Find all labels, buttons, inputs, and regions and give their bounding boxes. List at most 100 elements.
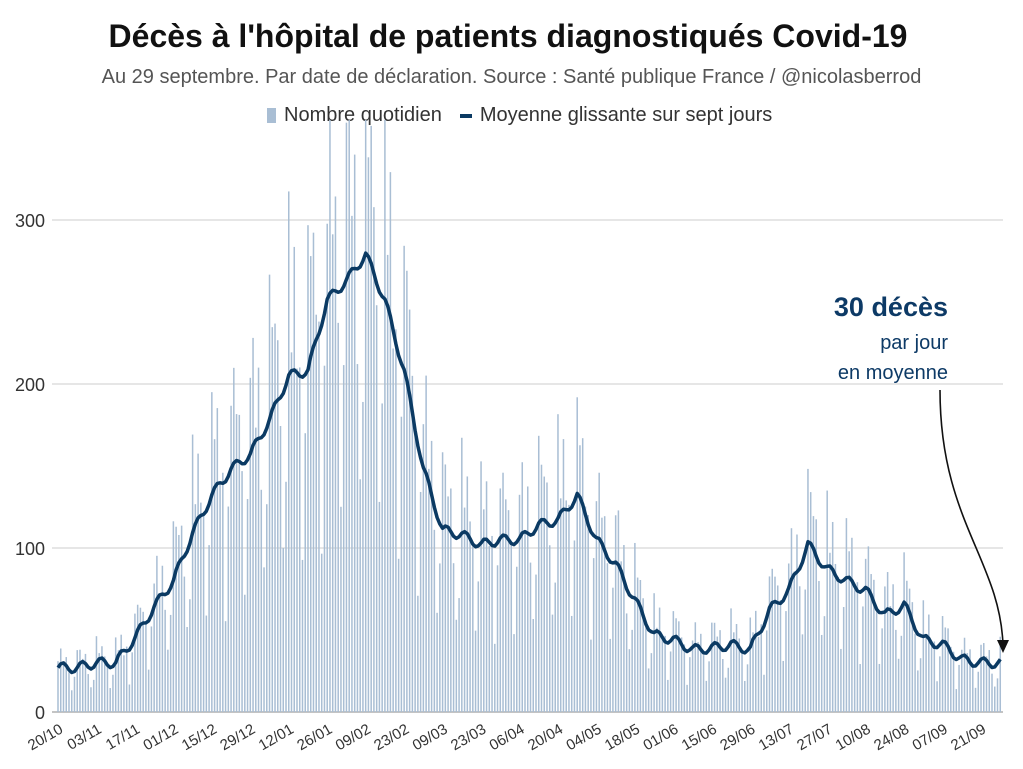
x-tick-label: 20/10 <box>25 721 66 754</box>
daily-bar <box>414 425 416 712</box>
daily-bar <box>516 566 518 712</box>
daily-bar <box>252 337 254 712</box>
daily-bar <box>494 643 496 712</box>
daily-bar <box>370 125 372 712</box>
daily-bar <box>804 589 806 712</box>
daily-bar <box>818 581 820 712</box>
daily-bar <box>513 634 515 712</box>
daily-bar <box>403 245 405 712</box>
daily-bar <box>606 563 609 712</box>
daily-bar <box>389 172 392 712</box>
daily-bar <box>186 627 188 712</box>
daily-bar <box>433 529 436 712</box>
daily-bar <box>408 309 411 712</box>
daily-bar <box>290 352 293 712</box>
daily-bar <box>812 516 815 712</box>
daily-bar <box>908 588 911 712</box>
x-tick-label: 26/01 <box>294 721 335 754</box>
daily-bar <box>59 648 62 712</box>
moving-average-line <box>56 251 1002 675</box>
daily-bar <box>966 652 969 712</box>
daily-bar <box>840 648 842 712</box>
daily-bar <box>922 600 925 712</box>
daily-bar <box>716 636 719 712</box>
daily-bar <box>617 510 620 712</box>
daily-bar <box>461 437 463 712</box>
daily-bar <box>612 587 614 712</box>
daily-bar <box>903 552 905 712</box>
daily-bar <box>562 439 565 712</box>
daily-bar <box>101 646 103 712</box>
legend: Nombre quotidien Moyenne glissante sur s… <box>267 104 772 127</box>
daily-bar <box>263 567 265 712</box>
daily-bar <box>884 586 886 712</box>
daily-bar <box>502 472 504 712</box>
daily-bar <box>801 634 804 712</box>
daily-bar <box>749 617 752 712</box>
daily-bar <box>477 581 480 712</box>
daily-bar <box>169 614 172 712</box>
daily-bar <box>293 246 296 712</box>
daily-bar <box>205 615 208 712</box>
daily-bar <box>455 619 458 712</box>
daily-bar <box>609 638 611 712</box>
daily-bar <box>103 656 106 712</box>
daily-bar <box>760 624 763 712</box>
daily-bar <box>771 568 773 712</box>
daily-bar <box>988 650 991 712</box>
daily-bar <box>417 595 419 712</box>
daily-bar <box>282 548 285 712</box>
daily-bar <box>65 657 67 712</box>
x-tick-label: 20/04 <box>525 721 566 754</box>
daily-bar <box>672 611 675 712</box>
daily-bar <box>559 498 562 712</box>
daily-bar <box>222 472 224 712</box>
daily-bar <box>395 329 397 712</box>
daily-bar <box>540 464 543 712</box>
chart-title: Décès à l'hôpital de patients diagnostiq… <box>108 18 908 54</box>
daily-bar <box>727 667 730 712</box>
daily-bar <box>831 521 834 712</box>
daily-bar <box>386 254 389 712</box>
daily-bar <box>367 157 370 712</box>
x-tick-label: 15/06 <box>679 721 720 754</box>
daily-bar <box>109 688 111 712</box>
daily-bar <box>985 656 988 712</box>
daily-bar <box>837 576 839 712</box>
daily-bar <box>969 649 971 712</box>
daily-bar <box>260 489 263 712</box>
daily-bar <box>755 610 757 712</box>
daily-bar <box>480 461 482 712</box>
daily-bar <box>191 434 194 712</box>
daily-bar <box>57 661 59 712</box>
daily-bar <box>178 534 180 712</box>
daily-bar <box>853 583 856 712</box>
daily-bar <box>491 535 493 712</box>
daily-bar <box>972 665 974 712</box>
daily-bar <box>584 506 587 712</box>
daily-bar <box>117 650 120 712</box>
daily-bar <box>656 627 658 712</box>
daily-bar <box>650 653 653 712</box>
daily-bar <box>551 614 554 712</box>
legend-bars-label: Nombre quotidien <box>284 104 442 126</box>
daily-bar <box>623 545 625 712</box>
daily-bar <box>590 639 592 712</box>
daily-bar <box>722 659 724 712</box>
daily-bar <box>318 321 320 712</box>
daily-bar <box>705 680 708 712</box>
daily-bar <box>156 555 158 712</box>
daily-bar <box>164 609 166 712</box>
daily-bar <box>779 600 782 712</box>
daily-bar <box>147 669 150 712</box>
daily-bar <box>947 628 949 712</box>
daily-bar <box>557 414 559 712</box>
daily-bar <box>230 405 232 712</box>
daily-bar <box>425 375 427 712</box>
daily-bar <box>738 638 741 712</box>
daily-bar <box>601 517 603 712</box>
daily-bar <box>925 635 927 712</box>
daily-bar <box>807 468 809 712</box>
daily-bar <box>326 223 328 712</box>
legend-bar-swatch <box>267 108 276 123</box>
